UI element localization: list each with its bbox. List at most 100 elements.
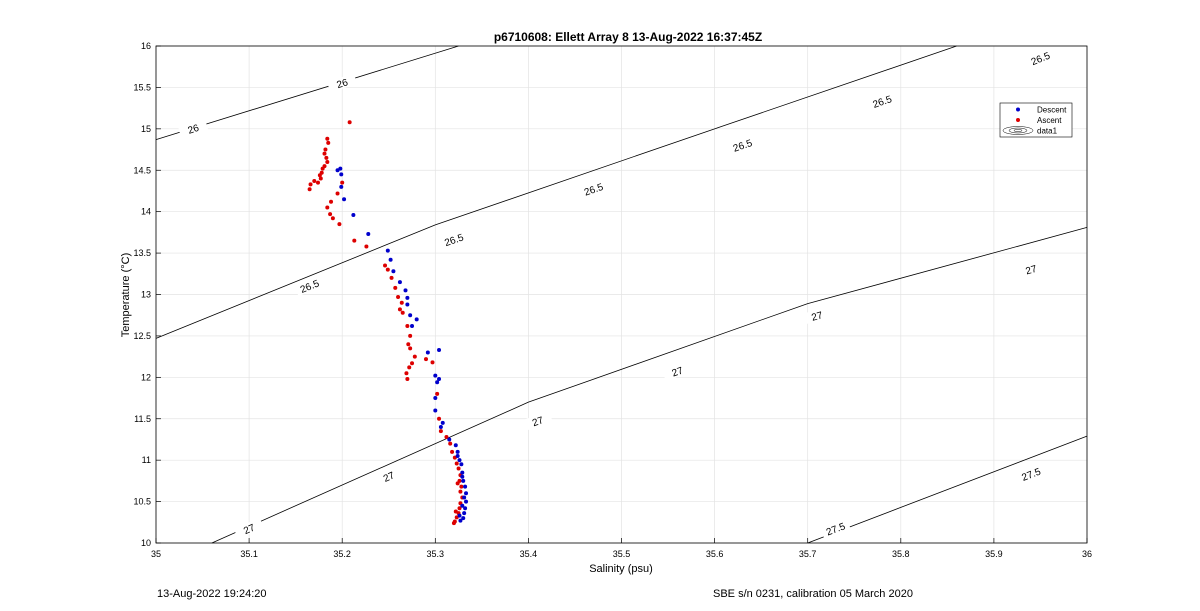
legend-box xyxy=(999,102,1073,138)
contour-label: 27 xyxy=(531,415,546,429)
y-axis-label: Temperature (°C) xyxy=(120,253,132,337)
contour-label-bg xyxy=(1025,47,1056,69)
contour-label-bg xyxy=(866,91,898,111)
footer-timestamp: 13-Aug-2022 19:24:20 xyxy=(157,588,267,600)
density-contour-line xyxy=(155,45,957,339)
y-tick-label: 11 xyxy=(142,455,151,465)
grid xyxy=(155,45,1088,544)
descent-point xyxy=(435,380,440,385)
descent-point xyxy=(437,347,442,352)
ascent-point xyxy=(393,285,398,290)
ascent-point xyxy=(325,136,330,141)
ascent-point xyxy=(326,140,331,145)
footer-calibration: SBE s/n 0231, calibration 05 March 2020 xyxy=(713,588,913,600)
ascent-point xyxy=(385,267,390,272)
descent-point xyxy=(464,499,469,504)
ascent-point xyxy=(330,216,335,221)
contour-label-bg xyxy=(801,306,832,325)
y-tick-label: 15 xyxy=(141,124,151,134)
ascent-point xyxy=(458,489,463,494)
ascent-point xyxy=(407,365,412,370)
ascent-point xyxy=(408,346,413,351)
contour-label-bg xyxy=(578,179,609,199)
contour-label: 26.5 xyxy=(872,94,894,111)
ascent-point xyxy=(408,333,413,338)
descent-point xyxy=(461,516,466,521)
descent-point xyxy=(433,373,438,378)
descent-point xyxy=(405,302,410,307)
ascent-point xyxy=(318,176,323,181)
y-tick-label: 12 xyxy=(141,372,151,382)
descent-point xyxy=(453,443,458,448)
ascent-point xyxy=(423,357,428,362)
legend-ascent-marker xyxy=(1016,118,1020,122)
descent-point xyxy=(388,257,393,262)
descent-point xyxy=(458,518,463,523)
descent-point xyxy=(455,449,460,454)
contour-label-bg xyxy=(178,118,209,138)
ascent-point xyxy=(335,191,340,196)
ascent-point xyxy=(308,182,313,187)
x-tick-label: 35.5 xyxy=(613,549,631,559)
ascent-point xyxy=(383,263,388,268)
ascent-point xyxy=(320,166,325,171)
contour-label: 27 xyxy=(810,310,824,324)
descent-point xyxy=(459,462,464,467)
ascent-point xyxy=(435,391,440,396)
descent-point xyxy=(410,323,415,328)
y-tick-label: 15.5 xyxy=(133,82,151,92)
x-tick-label: 35.6 xyxy=(706,549,724,559)
legend-descent-marker xyxy=(1016,107,1020,112)
descent-point xyxy=(385,248,390,253)
ascent-point xyxy=(389,275,394,280)
legend-descent-label: Descent xyxy=(1037,106,1067,115)
ascent-point xyxy=(451,521,456,526)
contour-label-bg xyxy=(1016,260,1046,279)
ascent-point xyxy=(347,120,352,125)
contour-label-bg xyxy=(233,517,264,540)
density-contour-line xyxy=(155,45,459,140)
contour-label: 27 xyxy=(1025,264,1039,278)
descent-point xyxy=(455,454,460,459)
ascent-point xyxy=(324,155,329,160)
ascent-point xyxy=(325,205,330,210)
ascent-point xyxy=(404,371,409,376)
descent-point xyxy=(351,212,356,217)
descent-point xyxy=(425,350,430,355)
ascent-point xyxy=(454,461,459,466)
chart-title: p6710608: Ellett Array 8 13-Aug-2022 16:… xyxy=(494,30,762,44)
ascent-point xyxy=(459,484,464,489)
descent-point xyxy=(447,437,452,442)
descent-point xyxy=(342,197,347,202)
descent-point xyxy=(457,513,462,518)
descent-point xyxy=(463,484,468,489)
ascent-point xyxy=(329,199,334,204)
descent-point xyxy=(440,420,445,425)
ascent-point xyxy=(453,509,458,514)
descent-point xyxy=(460,470,465,475)
contour-label: 26 xyxy=(336,77,350,91)
contour-label-bg xyxy=(662,361,693,381)
descent-point xyxy=(433,408,438,413)
descent-point xyxy=(437,376,442,381)
ascent-point xyxy=(410,361,415,366)
descent-point xyxy=(339,184,344,189)
descent-point xyxy=(403,288,408,293)
ascent-point xyxy=(364,244,369,249)
legend-contour-icon xyxy=(1002,126,1034,135)
ascent-point xyxy=(322,151,327,156)
descent-point xyxy=(462,511,467,516)
contour-label: 26 xyxy=(187,123,201,137)
descent-point xyxy=(338,166,343,171)
contour-label-bg xyxy=(820,518,851,539)
x-tick-label: 36 xyxy=(1082,549,1092,559)
contour-label: 26.5 xyxy=(583,182,605,199)
x-tick-label: 35.2 xyxy=(333,549,351,559)
ascent-point xyxy=(315,180,320,185)
descent-point xyxy=(463,506,468,511)
descent-point xyxy=(460,474,465,479)
x-tick-label: 35.7 xyxy=(799,549,817,559)
ascent-point xyxy=(340,180,345,185)
ascent-point xyxy=(412,354,417,359)
x-axis-label: Salinity (psu) xyxy=(589,563,653,575)
